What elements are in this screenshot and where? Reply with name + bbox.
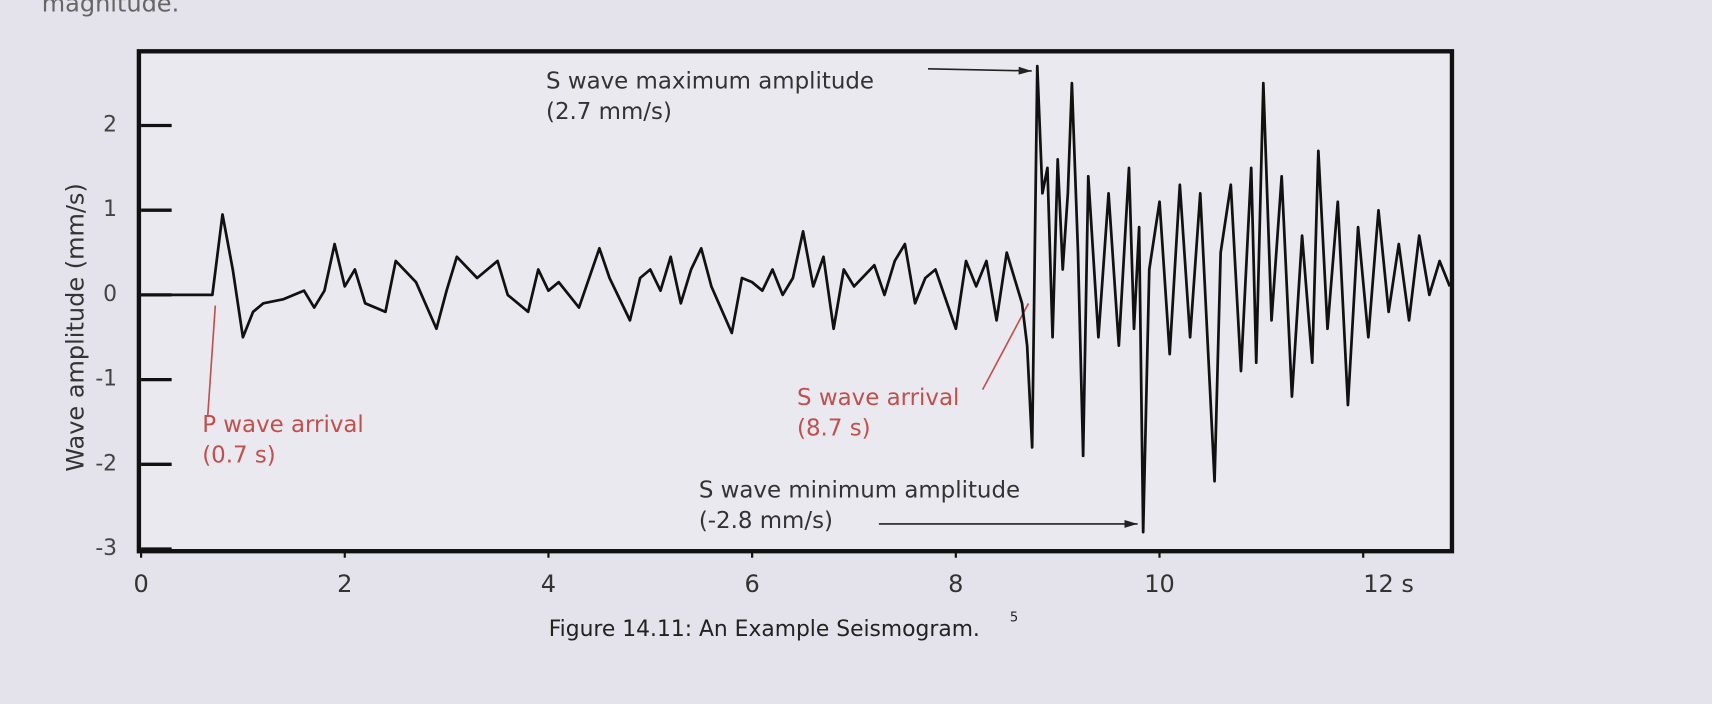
annotation: (-2.8 mm/s) [699, 508, 833, 534]
x-tick-label: 12 s [1363, 570, 1414, 598]
y-tick-label: 1 [103, 197, 117, 222]
x-tick-label: 6 [744, 570, 759, 598]
annotation-pointer [206, 305, 217, 417]
x-tick-label: 4 [541, 570, 556, 598]
annotation: (2.7 mm/s) [546, 99, 672, 125]
x-tick-label: 2 [337, 570, 352, 598]
annotation: S wave arrival [797, 385, 959, 411]
annotation-arrow [928, 66, 1032, 75]
annotation: (0.7 s) [202, 443, 276, 469]
annotation: S wave maximum amplitude [546, 68, 874, 94]
caption: Figure 14.11: An Example Seismogram. [549, 617, 980, 642]
caption-note: 5 [1010, 610, 1018, 625]
annotation: P wave arrival [202, 412, 364, 438]
y-tick-label: -1 [95, 367, 117, 392]
plot-frame [136, 49, 1455, 554]
y-axis-label: Wave amplitude (mm/s) [62, 183, 90, 471]
y-tick-label: -3 [95, 536, 117, 561]
x-tick-label: 10 [1144, 570, 1175, 598]
y-tick-label: 0 [103, 282, 117, 307]
annotation: (8.7 s) [797, 415, 871, 441]
x-tick-label: 8 [948, 570, 963, 598]
annotation-pointer [981, 303, 1030, 391]
y-tick-label: 2 [103, 112, 117, 137]
page-text: magnitude. [42, 0, 179, 17]
annotation: S wave minimum amplitude [699, 478, 1020, 504]
y-tick-label: -2 [95, 451, 117, 476]
x-tick-label: 0 [133, 570, 148, 598]
waveform [141, 64, 1452, 534]
